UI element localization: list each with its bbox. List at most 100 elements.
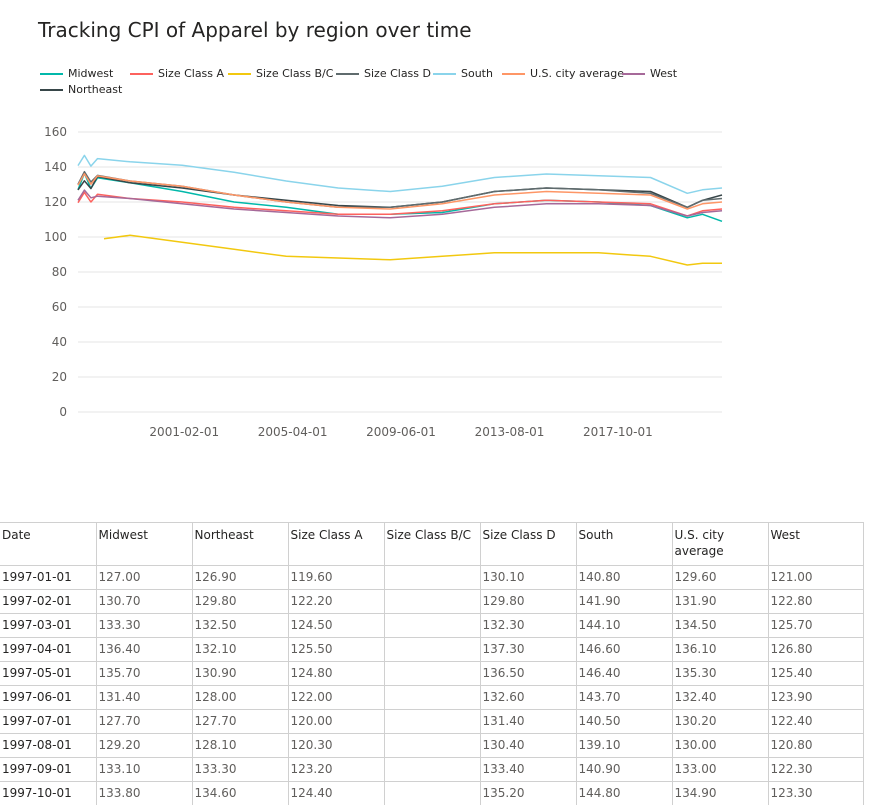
value-cell: 141.90 — [576, 590, 672, 614]
column-header-date[interactable]: Date — [0, 523, 96, 566]
column-header-size-class-a[interactable]: Size Class A — [288, 523, 384, 566]
value-cell: 146.60 — [576, 638, 672, 662]
value-cell — [384, 638, 480, 662]
column-header-midwest[interactable]: Midwest — [96, 523, 192, 566]
value-cell: 122.20 — [288, 590, 384, 614]
value-cell: 136.50 — [480, 662, 576, 686]
value-cell: 125.50 — [288, 638, 384, 662]
value-cell: 137.30 — [480, 638, 576, 662]
series-lines — [78, 155, 722, 265]
value-cell: 133.00 — [672, 758, 768, 782]
value-cell: 133.30 — [96, 614, 192, 638]
value-cell — [384, 662, 480, 686]
series-line-size-class-b-c[interactable] — [104, 235, 722, 265]
value-cell: 132.60 — [480, 686, 576, 710]
date-cell: 1997-08-01 — [0, 734, 96, 758]
date-cell: 1997-04-01 — [0, 638, 96, 662]
date-cell: 1997-09-01 — [0, 758, 96, 782]
value-cell: 136.10 — [672, 638, 768, 662]
value-cell: 130.00 — [672, 734, 768, 758]
column-header-us-city-average[interactable]: U.S. city average — [672, 523, 768, 566]
value-cell — [384, 710, 480, 734]
legend-label: South — [461, 66, 493, 82]
value-cell: 133.40 — [480, 758, 576, 782]
value-cell: 133.10 — [96, 758, 192, 782]
value-cell: 123.90 — [768, 686, 863, 710]
legend-swatch — [40, 89, 63, 91]
value-cell: 135.70 — [96, 662, 192, 686]
value-cell — [384, 590, 480, 614]
legend-label: Size Class D — [364, 66, 431, 82]
value-cell: 127.00 — [96, 566, 192, 590]
legend-label: West — [650, 66, 677, 82]
value-cell: 120.80 — [768, 734, 863, 758]
value-cell: 124.80 — [288, 662, 384, 686]
y-tick-label: 100 — [44, 230, 67, 244]
x-tick-label: 2005-04-01 — [258, 425, 328, 439]
value-cell: 134.90 — [672, 782, 768, 805]
x-tick-label: 2017-10-01 — [583, 425, 653, 439]
value-cell: 121.00 — [768, 566, 863, 590]
value-cell: 127.70 — [96, 710, 192, 734]
legend-label: Midwest — [68, 66, 113, 82]
value-cell: 120.30 — [288, 734, 384, 758]
legend-label: Size Class A — [158, 66, 224, 82]
value-cell: 130.20 — [672, 710, 768, 734]
date-cell: 1997-02-01 — [0, 590, 96, 614]
value-cell: 139.10 — [576, 734, 672, 758]
value-cell: 120.00 — [288, 710, 384, 734]
value-cell: 128.10 — [192, 734, 288, 758]
value-cell: 129.80 — [192, 590, 288, 614]
y-tick-label: 0 — [59, 405, 67, 419]
value-cell: 131.90 — [672, 590, 768, 614]
legend-swatch — [228, 73, 251, 75]
column-header-south[interactable]: South — [576, 523, 672, 566]
value-cell: 125.40 — [768, 662, 863, 686]
value-cell: 132.30 — [480, 614, 576, 638]
value-cell: 133.80 — [96, 782, 192, 805]
value-cell: 134.60 — [192, 782, 288, 805]
value-cell: 130.40 — [480, 734, 576, 758]
y-tick-label: 40 — [52, 335, 67, 349]
value-cell: 134.50 — [672, 614, 768, 638]
value-cell: 125.70 — [768, 614, 863, 638]
value-cell: 144.80 — [576, 782, 672, 805]
value-cell — [384, 614, 480, 638]
legend-label: Size Class B/C — [256, 66, 333, 82]
value-cell: 122.30 — [768, 758, 863, 782]
value-cell: 131.40 — [480, 710, 576, 734]
value-cell — [384, 566, 480, 590]
x-tick-label: 2009-06-01 — [366, 425, 436, 439]
date-cell: 1997-07-01 — [0, 710, 96, 734]
value-cell: 144.10 — [576, 614, 672, 638]
value-cell: 143.70 — [576, 686, 672, 710]
value-cell: 140.80 — [576, 566, 672, 590]
value-cell: 130.70 — [96, 590, 192, 614]
value-cell: 129.60 — [672, 566, 768, 590]
column-header-northeast[interactable]: Northeast — [192, 523, 288, 566]
y-tick-label: 120 — [44, 195, 67, 209]
value-cell — [384, 758, 480, 782]
column-header-west[interactable]: West — [768, 523, 863, 566]
value-cell: 119.60 — [288, 566, 384, 590]
legend-swatch — [622, 73, 645, 75]
value-cell: 132.10 — [192, 638, 288, 662]
column-header-size-class-d[interactable]: Size Class D — [480, 523, 576, 566]
legend-swatch — [40, 73, 63, 75]
value-cell: 129.80 — [480, 590, 576, 614]
date-cell: 1997-05-01 — [0, 662, 96, 686]
x-tick-label: 2001-02-01 — [149, 425, 219, 439]
gridlines — [78, 132, 722, 412]
value-cell: 122.00 — [288, 686, 384, 710]
data-table: Date Midwest Northeast Size Class A Size… — [0, 522, 863, 805]
value-cell: 146.40 — [576, 662, 672, 686]
date-cell: 1997-03-01 — [0, 614, 96, 638]
column-header-size-class-bc[interactable]: Size Class B/C — [384, 523, 480, 566]
